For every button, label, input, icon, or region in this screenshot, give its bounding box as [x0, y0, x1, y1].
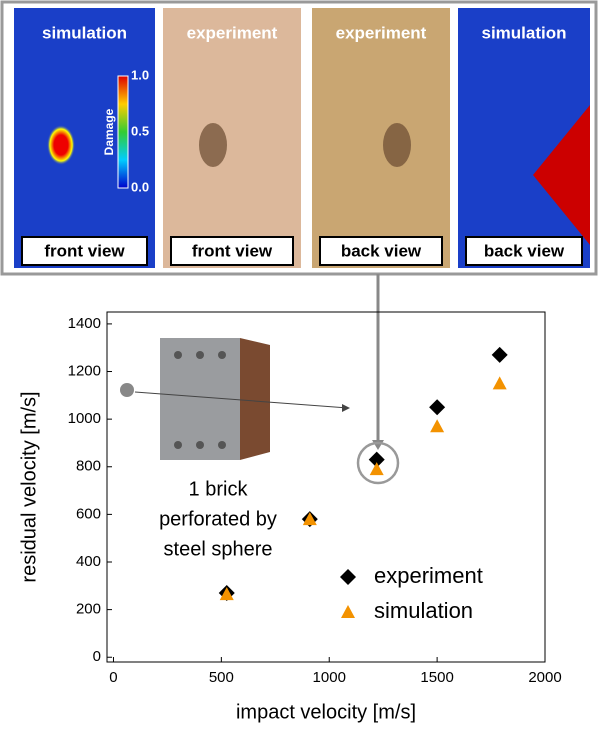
view-label: front view: [192, 241, 273, 260]
damage-spot: [47, 125, 75, 165]
diamond-marker: [340, 569, 356, 585]
colorbar-tick: 0.5: [131, 123, 149, 138]
view-label: back view: [484, 241, 565, 260]
colorbar-tick: 0.0: [131, 179, 149, 194]
diamond-marker: [429, 399, 445, 415]
x-axis-label: impact velocity [m/s]: [236, 701, 416, 723]
figure: 1.0 0.5 0.0 Damage simulation front view exper…: [0, 0, 598, 728]
colorbar-label: Damage: [102, 108, 116, 155]
legend-label: simulation: [374, 598, 473, 623]
y-tick-label: 1200: [68, 362, 101, 379]
y-tick-label: 1400: [68, 315, 101, 332]
annotation: 1 brick: [189, 478, 249, 500]
x-tick-label: 500: [209, 669, 234, 686]
panel-title: simulation: [481, 23, 566, 42]
arrow-head: [342, 404, 350, 412]
triangle-marker: [493, 376, 507, 389]
panel-title: experiment: [187, 23, 278, 42]
view-label: front view: [44, 241, 125, 260]
diamond-marker: [492, 347, 508, 363]
annotation: perforated by: [159, 508, 277, 530]
impact-hole: [383, 123, 411, 167]
y-tick-label: 1000: [68, 410, 101, 427]
x-tick-label: 0: [109, 669, 117, 686]
y-tick-label: 200: [76, 601, 101, 618]
x-tick-label: 2000: [528, 669, 561, 686]
y-tick-label: 600: [76, 505, 101, 522]
colorbar-tick: 1.0: [131, 67, 149, 82]
panel-title: simulation: [42, 23, 127, 42]
panel-image: [312, 8, 450, 268]
brick-photo: [160, 338, 270, 460]
page: {"panels": [ {"title": "simulation", "vi…: [0, 0, 598, 733]
triangle-marker: [341, 605, 355, 618]
view-label: back view: [341, 241, 422, 260]
panel-image: [163, 8, 301, 268]
x-tick-label: 1000: [313, 669, 346, 686]
y-axis-label: residual velocity [m/s]: [18, 391, 40, 582]
panel-title: experiment: [336, 23, 427, 42]
y-tick-label: 800: [76, 458, 101, 475]
connector-head: [372, 440, 384, 450]
triangle-marker: [370, 462, 384, 475]
triangle-marker: [430, 419, 444, 432]
y-tick-label: 0: [93, 648, 101, 665]
colorbar: [118, 76, 128, 188]
annotation: steel sphere: [164, 538, 273, 560]
y-tick-label: 400: [76, 553, 101, 570]
impact-hole: [199, 123, 227, 167]
x-tick-label: 1500: [420, 669, 453, 686]
legend-label: experiment: [374, 563, 483, 588]
sphere: [120, 383, 134, 397]
